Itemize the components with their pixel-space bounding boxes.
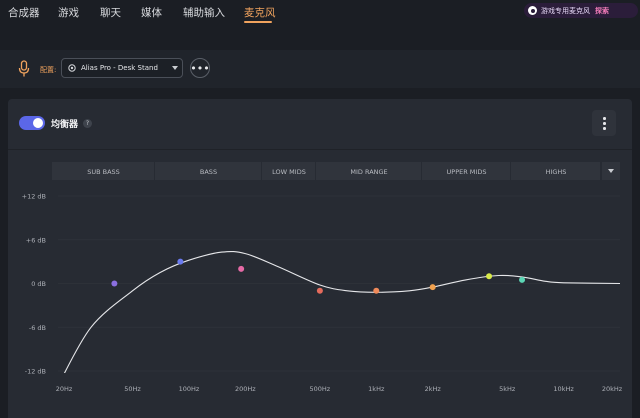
- eq-band-handle[interactable]: [429, 284, 436, 291]
- chevron-down-icon: [172, 66, 178, 70]
- eq-curve: [63, 250, 620, 373]
- help-icon[interactable]: ?: [83, 119, 92, 128]
- device-name: Alias Pro - Desk Stand: [81, 64, 158, 72]
- equalizer-title: 均衡器: [51, 120, 79, 130]
- promo-explore-link[interactable]: 探索: [595, 6, 609, 15]
- ellipsis-icon: •••: [190, 61, 210, 75]
- x-tick-label: 5kHz: [499, 385, 516, 393]
- tab-game[interactable]: 游戏: [58, 7, 79, 19]
- x-tick-label: 50Hz: [124, 385, 141, 393]
- band-label: UPPER MIDS: [447, 168, 487, 176]
- band-label: BASS: [200, 168, 217, 176]
- x-tick-label: 100Hz: [179, 385, 200, 393]
- eq-band-handle[interactable]: [486, 273, 493, 280]
- x-tick-label: 500Hz: [310, 385, 331, 393]
- band-cell: [262, 162, 315, 180]
- device-select[interactable]: Alias Pro - Desk Stand: [61, 58, 183, 78]
- x-tick-label: 1kHz: [368, 385, 385, 393]
- band-label: MID RANGE: [350, 168, 387, 176]
- band-label: HIGHS: [546, 168, 567, 176]
- tab-media[interactable]: 媒体: [141, 7, 162, 19]
- more-options-button[interactable]: •••: [190, 58, 210, 78]
- eq-band-handle[interactable]: [111, 280, 118, 287]
- y-tick-label: 0 dB: [31, 280, 46, 288]
- kebab-dot-icon: [603, 117, 606, 120]
- equalizer-toggle[interactable]: [19, 116, 45, 130]
- eq-band-handle[interactable]: [238, 265, 245, 272]
- band-cell: [422, 162, 510, 180]
- top-nav: 合成器 游戏 聊天 媒体 辅助输入 麦克风 游戏专用麦克风 探索: [0, 0, 640, 30]
- eq-band-handle[interactable]: [373, 287, 380, 294]
- tab-aux-input[interactable]: 辅助输入: [183, 7, 225, 19]
- y-tick-label: -12 dB: [25, 368, 46, 376]
- active-tab-indicator: [244, 21, 272, 23]
- band-cell: [52, 162, 154, 180]
- y-tick-label: -6 dB: [29, 324, 46, 332]
- kebab-menu-button[interactable]: [592, 110, 616, 136]
- eq-band-handle[interactable]: [519, 276, 526, 283]
- device-bar: 配置: Alias Pro - Desk Stand •••: [0, 50, 640, 88]
- x-tick-label: 200Hz: [235, 385, 256, 393]
- y-tick-label: +6 dB: [26, 236, 46, 244]
- band-label: SUB BASS: [87, 168, 120, 176]
- tab-synth[interactable]: 合成器: [8, 7, 40, 19]
- tab-chat[interactable]: 聊天: [100, 7, 121, 19]
- eq-chart[interactable]: SUB BASS BASS LOW MIDS MID RANGE UPPER MIDS H…: [8, 99, 632, 418]
- x-tick-label: 20Hz: [56, 385, 73, 393]
- panel-divider: [8, 149, 632, 150]
- config-label: 配置:: [40, 66, 57, 74]
- x-tick-label: 10kHz: [553, 385, 574, 393]
- band-cell: [155, 162, 261, 180]
- kebab-dot-icon: [603, 122, 606, 125]
- y-tick-label: +12 dB: [22, 193, 46, 201]
- band-cell: [511, 162, 600, 180]
- kebab-dot-icon: [603, 127, 606, 130]
- toggle-knob: [33, 118, 43, 128]
- promo-banner[interactable]: 游戏专用麦克风 探索: [524, 3, 638, 18]
- x-tick-label: 2kHz: [425, 385, 442, 393]
- band-label: LOW MIDS: [272, 168, 306, 176]
- tab-microphone[interactable]: 麦克风: [244, 7, 276, 19]
- device-logo-icon: [68, 64, 76, 72]
- eq-band-handle[interactable]: [177, 258, 184, 265]
- promo-text: 游戏专用麦克风: [541, 6, 590, 15]
- microphone-icon: [18, 60, 30, 77]
- steelseries-logo-icon: [528, 6, 537, 15]
- equalizer-panel: 均衡器 ? SUB BASS BASS LOW MIDS MID RANGE UPPER…: [8, 99, 632, 418]
- eq-band-handle[interactable]: [316, 287, 323, 294]
- chevron-down-icon: [608, 169, 614, 173]
- x-tick-label: 20kHz: [602, 385, 623, 393]
- band-cell: [316, 162, 421, 180]
